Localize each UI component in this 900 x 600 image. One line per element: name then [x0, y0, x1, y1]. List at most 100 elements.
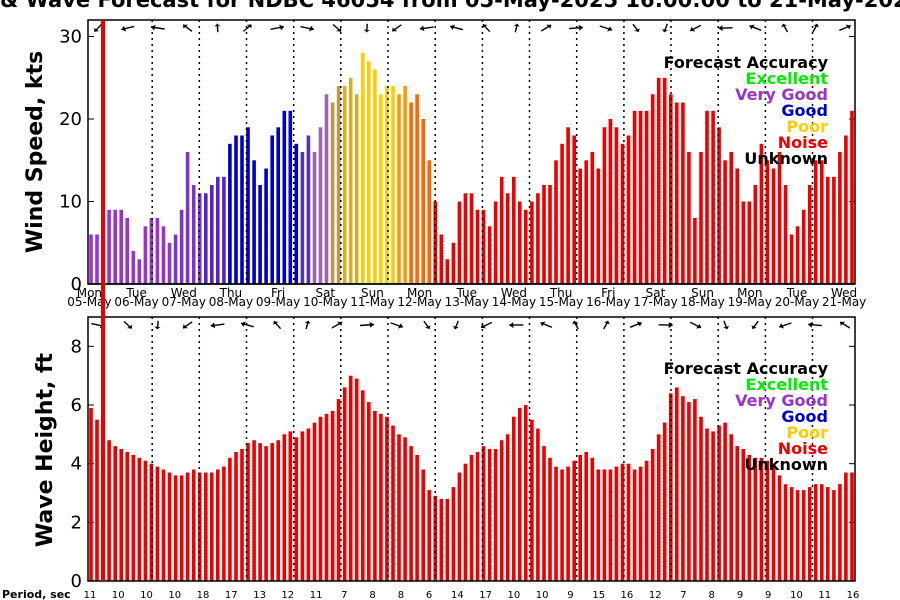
bar [143, 226, 148, 285]
legend-item: Unknown [744, 455, 828, 474]
bar [560, 143, 564, 285]
direction-arrow [332, 23, 342, 33]
bar [662, 422, 667, 581]
bar [807, 487, 812, 581]
period-value: 14 [451, 590, 464, 600]
date-label: 05-May [67, 295, 111, 309]
bar [330, 102, 335, 284]
period-value: 12 [649, 590, 662, 600]
bar [342, 387, 347, 581]
bar [614, 466, 619, 581]
arrow-head [845, 24, 851, 30]
bar [179, 209, 184, 285]
direction-arrow [359, 321, 374, 328]
bar [113, 209, 117, 285]
bar [246, 127, 250, 285]
period-value: 16 [847, 590, 860, 600]
arrow-head [578, 24, 583, 31]
bar [318, 127, 323, 285]
bar [801, 209, 806, 285]
bar [789, 234, 794, 284]
bar [415, 454, 419, 581]
arrow-head [246, 24, 252, 29]
bar [584, 160, 588, 285]
arrow-head [363, 29, 370, 33]
arrow-head [183, 24, 189, 29]
arrow-head [781, 24, 788, 28]
period-value: 12 [281, 590, 294, 600]
direction-arrow [93, 23, 103, 33]
date-label: 19-May [728, 295, 772, 309]
bar [191, 185, 196, 284]
period-value: 10 [112, 590, 125, 600]
bar [729, 152, 733, 284]
bar [89, 407, 93, 581]
legend-item: Unknown [744, 149, 828, 168]
bar [354, 378, 359, 581]
bar [626, 463, 631, 581]
arrow-head [572, 321, 578, 325]
date-label: 07-May [162, 295, 206, 309]
arrow-head [425, 325, 431, 329]
bar [675, 102, 679, 284]
bar [505, 193, 510, 285]
direction-arrow [569, 24, 584, 31]
bar [505, 434, 510, 581]
direction-arrow [482, 23, 491, 33]
period-value: 17 [225, 590, 238, 600]
direction-arrow [419, 25, 434, 32]
bar [560, 469, 564, 581]
bar [789, 487, 794, 581]
legend-item: Excellent [746, 375, 829, 394]
arrow-head [604, 321, 610, 325]
date-label: 06-May [114, 295, 158, 309]
y-tick-label: 10 [59, 192, 82, 213]
period-value: 10 [536, 590, 549, 600]
bar [735, 168, 739, 284]
bar [403, 86, 407, 284]
arrow-head [636, 321, 642, 327]
date-label: 09-May [256, 295, 300, 309]
period-values: 11 10 10 10 18 17 13 12 11 7 8 8 6 14 17 10 10 9 15 16 12 7 8 9… [84, 590, 860, 600]
bar [137, 259, 142, 285]
arrow-head [241, 321, 246, 327]
y-tick-label: 2 [71, 512, 82, 533]
wind-y-ticks: 0 10 20 30 [59, 27, 855, 295]
bar [246, 443, 250, 581]
bar [717, 127, 721, 285]
direction-arrow [450, 24, 464, 31]
day-label: Thu [219, 286, 243, 300]
direction-arrow [182, 321, 193, 329]
bar [336, 399, 341, 581]
bar [735, 446, 739, 581]
direction-arrow [632, 23, 640, 33]
bar [191, 469, 196, 581]
bar [662, 77, 667, 285]
arrow-head [154, 326, 161, 330]
direction-arrow [513, 23, 520, 33]
arrow-head [718, 25, 723, 32]
bar [711, 110, 715, 285]
arrow-head [93, 28, 100, 32]
bar [264, 446, 268, 581]
date-label: 10-May [303, 295, 347, 309]
bar [554, 160, 558, 285]
bar [107, 440, 111, 581]
bar [747, 454, 752, 581]
bar [493, 201, 498, 284]
bar [457, 201, 462, 284]
y-tick-label: 0 [71, 571, 82, 592]
period-label: Period, sec [2, 588, 71, 600]
arrow-head [546, 24, 552, 29]
direction-arrow [390, 322, 404, 329]
bar [536, 193, 540, 285]
bar [813, 484, 818, 581]
direction-arrow [391, 24, 402, 32]
bar [572, 460, 576, 581]
direction-arrow [689, 321, 702, 329]
bar [445, 498, 450, 581]
bar [210, 472, 214, 581]
bar [542, 446, 546, 581]
bar [566, 127, 570, 285]
arrow-head [369, 321, 374, 328]
